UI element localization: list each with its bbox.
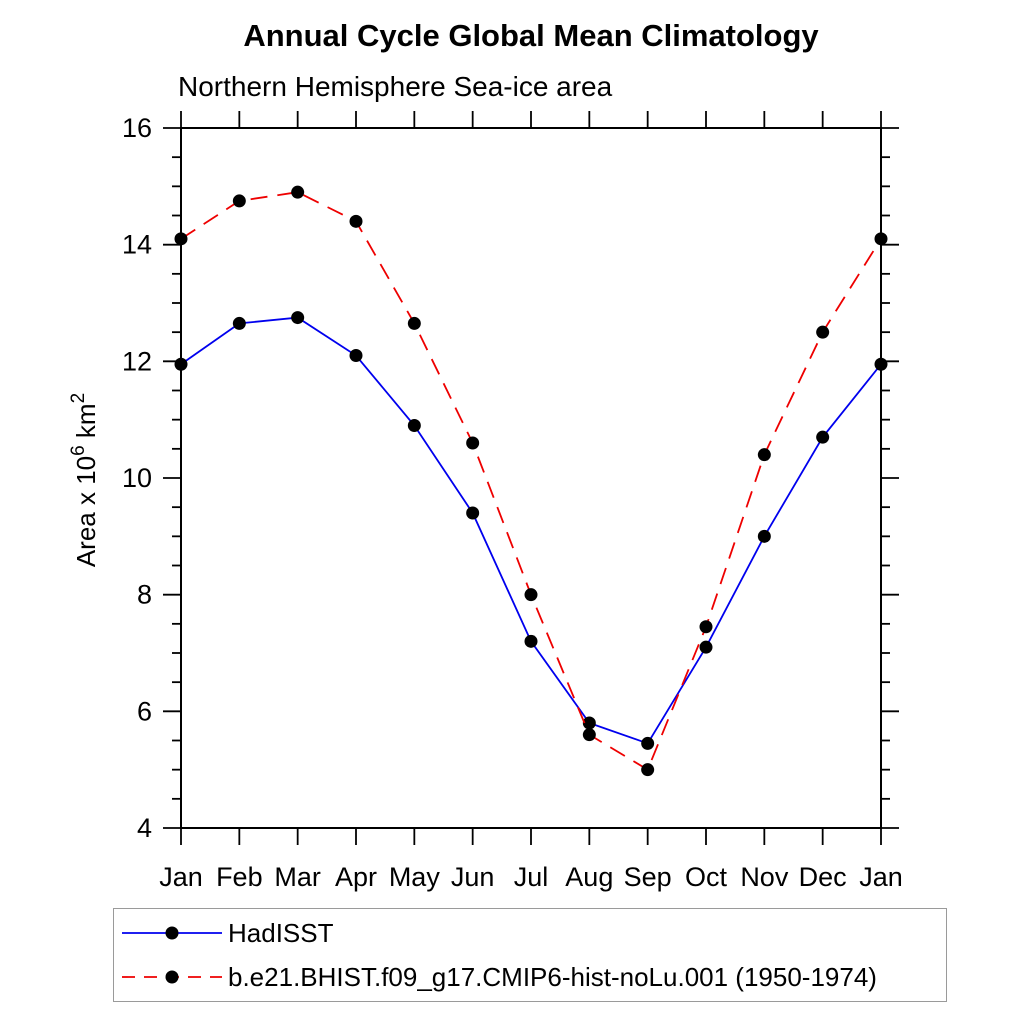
y-tick-label: 8 [137, 580, 152, 610]
data-point [466, 506, 480, 520]
legend-marker-dot-icon [165, 970, 179, 984]
y-tick-label: 16 [122, 113, 152, 143]
data-point [232, 316, 246, 330]
x-tick-label: Jul [514, 862, 549, 892]
legend-label-model: b.e21.BHIST.f09_g17.CMIP6-hist-noLu.001 … [228, 961, 877, 992]
legend-row-hadisst: HadISST [119, 914, 946, 952]
data-point [582, 728, 596, 742]
data-point [174, 357, 188, 371]
data-point [349, 349, 363, 362]
y-tick-label: 4 [137, 813, 152, 843]
data-point [232, 194, 246, 208]
y-tick-label: 14 [122, 230, 152, 260]
chart-title: Annual Cycle Global Mean Climatology [243, 18, 819, 53]
data-point [524, 588, 538, 602]
data-point [757, 529, 771, 543]
x-tick-label: Jan [859, 862, 903, 892]
data-point [816, 325, 830, 339]
x-tick-label: Dec [799, 862, 847, 892]
data-point [641, 736, 655, 750]
legend-sample-solid-line-icon [122, 926, 222, 940]
data-point [174, 232, 188, 246]
data-point [816, 430, 830, 444]
data-point [407, 316, 421, 330]
x-tick-label: Aug [565, 862, 613, 892]
x-tick-label: Feb [216, 862, 263, 892]
series-line-0 [180, 316, 882, 745]
legend-label-hadisst: HadISST [228, 917, 334, 948]
y-axis-title: Area x 106 km2 [68, 393, 101, 567]
data-point [874, 357, 888, 371]
series-line-1 [180, 191, 882, 771]
x-tick-label: Oct [685, 862, 728, 892]
x-tick-label: Sep [624, 862, 672, 892]
x-tick-label: Mar [274, 862, 321, 892]
data-point [466, 436, 480, 450]
legend-row-model: b.e21.BHIST.f09_g17.CMIP6-hist-noLu.001 … [119, 958, 946, 996]
x-tick-label: May [389, 862, 441, 892]
y-tick-label: 6 [137, 696, 152, 726]
legend-marker-dot-icon [165, 926, 179, 940]
data-point [582, 716, 596, 730]
data-point [524, 634, 538, 648]
y-tick-label: 12 [122, 346, 152, 376]
y-tick-label: 10 [122, 463, 152, 493]
data-point [407, 419, 421, 432]
x-tick-label: Nov [740, 862, 789, 892]
data-point [349, 214, 363, 228]
x-tick-label: Apr [335, 862, 377, 892]
plot-frame [180, 127, 882, 829]
legend-sample-dashed-line-icon [122, 970, 222, 984]
x-tick-label: Jan [159, 862, 203, 892]
data-point [699, 620, 713, 634]
chart-subtitle: Northern Hemisphere Sea-ice area [178, 71, 613, 102]
legend: HadISST b.e21.BHIST.f09_g17.CMIP6-hist-n… [113, 908, 947, 1002]
data-point [291, 185, 305, 199]
data-point [757, 448, 771, 462]
data-point [699, 640, 713, 654]
data-point [291, 311, 305, 325]
data-point [641, 763, 655, 777]
data-point [874, 232, 888, 246]
x-tick-label: Jun [451, 862, 495, 892]
